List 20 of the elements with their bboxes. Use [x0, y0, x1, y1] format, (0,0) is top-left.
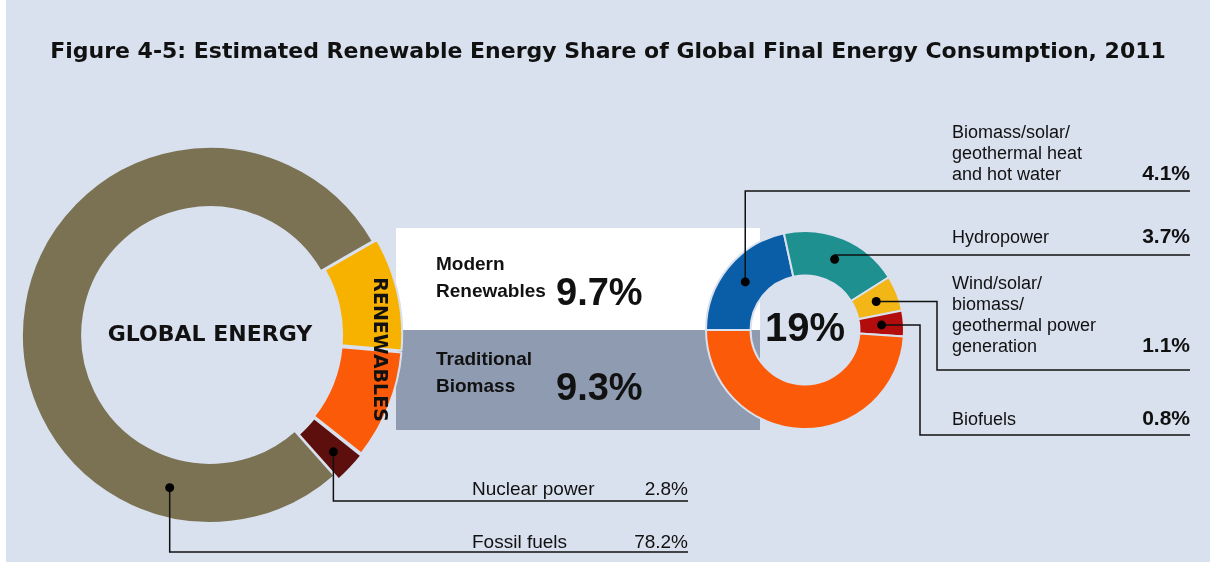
- text: 19%: [764, 305, 846, 350]
- data-label: 0.8%: [1142, 406, 1191, 429]
- slice-label: Fossil fuels: [472, 531, 568, 552]
- slice-label: Hydropower: [952, 227, 1050, 247]
- slice-label: Nuclear power: [472, 478, 596, 499]
- slice-label: Modern Renewables: [436, 253, 546, 301]
- data-label: 9.3%: [556, 366, 643, 408]
- data-label: 4.1%: [1142, 161, 1191, 184]
- data-label: 78.2%: [634, 531, 689, 552]
- data-label: 2.8%: [644, 478, 689, 499]
- slice-label: Biofuels: [952, 409, 1017, 429]
- slice-label: Wind/solar/biomass/geothermal power generation: [952, 273, 1097, 356]
- data-label: 1.1%: [1142, 333, 1191, 356]
- chart-title: Figure 4-5: Estimated Renewable Energy Share of Global Final Energy Consumption, 2011: [49, 38, 1167, 63]
- text: GLOBAL ENERGY: [107, 320, 314, 346]
- data-label: 9.7%: [556, 271, 643, 313]
- slice-label: Traditional Biomass: [436, 348, 533, 396]
- data-label: 3.7%: [1142, 224, 1191, 247]
- text: RENEWABLES: [370, 277, 393, 422]
- slice-label: Biomass/solar/geothermal heat and hot water: [952, 122, 1083, 184]
